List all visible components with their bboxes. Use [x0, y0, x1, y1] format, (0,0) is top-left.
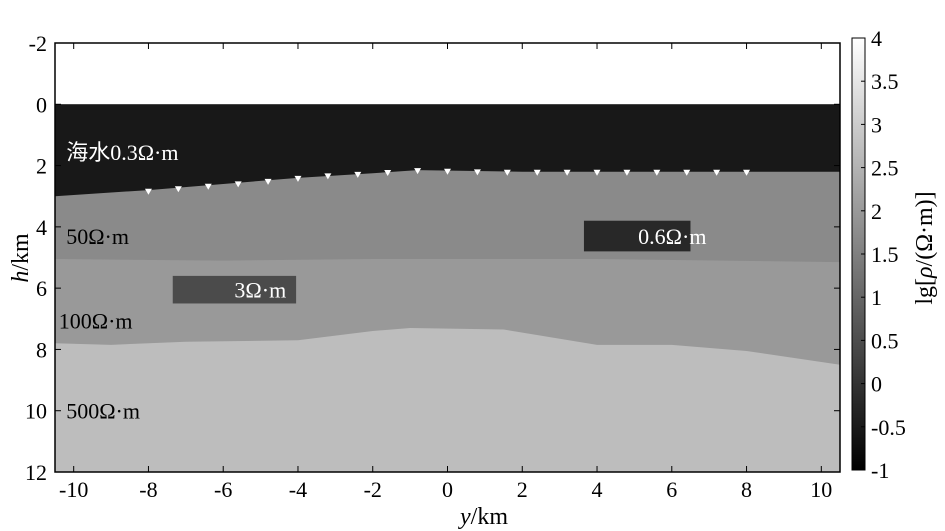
- x-axis-label: y/km: [458, 504, 508, 530]
- station-marker: [653, 169, 661, 176]
- colorbar-label-suffix: /(Ω·m)]: [912, 191, 938, 266]
- x-axis-unit: /km: [471, 504, 509, 530]
- region-label: 3Ω·m: [234, 278, 286, 303]
- x-tick-label: -6: [214, 477, 232, 502]
- station-marker: [414, 168, 422, 175]
- region-label: 海水0.3Ω·m: [66, 140, 178, 165]
- station-marker: [683, 169, 691, 176]
- x-axis-var: y: [458, 504, 471, 530]
- colorbar-tick-label: 0.5: [871, 328, 899, 353]
- station-marker: [623, 169, 631, 176]
- x-tick-label: 0: [442, 477, 453, 502]
- y-tick-label: 4: [36, 215, 47, 240]
- region-label: 0.6Ω·m: [638, 224, 706, 249]
- station-marker: [354, 171, 362, 178]
- anomaly-body-2: [583, 220, 691, 252]
- colorbar-tick-label: 0: [871, 372, 882, 397]
- colorbar-tick-label: 3: [871, 112, 882, 137]
- colorbar-label-var: ρ: [912, 266, 938, 279]
- station-marker: [294, 175, 302, 182]
- y-axis-label: h/km: [8, 233, 34, 283]
- y-tick-label: 0: [36, 92, 47, 117]
- x-tick-label: -4: [289, 477, 307, 502]
- station-marker: [384, 170, 392, 177]
- station-marker: [713, 169, 721, 176]
- x-tick-label: 2: [517, 477, 528, 502]
- y-axis-unit: /km: [8, 233, 34, 271]
- x-tick-label: 8: [741, 477, 752, 502]
- x-tick-label: -10: [59, 477, 88, 502]
- colorbar-tick-label: 2.5: [871, 156, 899, 181]
- y-tick-label: 12: [25, 460, 47, 485]
- colorbar: -1 -0.5 0 0.5 1 1.5 2 2.5 3 3.5 4: [851, 26, 906, 483]
- x-tick-label: -8: [139, 477, 157, 502]
- colorbar-tick-label: 1.5: [871, 242, 899, 267]
- colorbar-tick-label: -1: [871, 458, 889, 483]
- x-tick-label: 6: [666, 477, 677, 502]
- colorbar-tick-label: 1: [871, 285, 882, 310]
- y-axis: -2 0 2 4 6 8 10 12: [25, 31, 840, 485]
- plot-area: 海水0.3Ω·m 50Ω·m 100Ω·m 500Ω·m 3Ω·m 0.6Ω·m: [54, 42, 841, 473]
- station-marker: [444, 168, 451, 175]
- station-marker: [533, 169, 541, 176]
- colorbar-tick-label: 2: [871, 199, 882, 224]
- region-label: 100Ω·m: [59, 308, 133, 333]
- station-marker: [264, 178, 272, 185]
- y-tick-label: 2: [36, 154, 47, 179]
- station-marker: [144, 188, 152, 195]
- x-tick-label: 10: [810, 477, 832, 502]
- station-marker: [174, 186, 182, 193]
- x-tick-label: 4: [592, 477, 603, 502]
- anomaly-body-1: [172, 275, 297, 304]
- layer-500: [55, 327, 840, 472]
- y-tick-label: 10: [25, 399, 47, 424]
- station-marker: [593, 169, 601, 176]
- region-label: 500Ω·m: [66, 399, 140, 424]
- station-marker: [743, 169, 751, 176]
- y-tick-label: -2: [29, 31, 47, 56]
- station-marker: [234, 181, 242, 188]
- station-marker: [503, 169, 511, 176]
- colorbar-tick-label: 4: [871, 26, 882, 51]
- y-tick-label: 8: [36, 337, 47, 362]
- colorbar-label: lg[ρ/(Ω·m)]: [912, 191, 938, 304]
- region-label: 50Ω·m: [66, 224, 129, 249]
- station-marker: [204, 183, 212, 190]
- station-marker: [324, 173, 332, 180]
- colorbar-label-prefix: lg[: [912, 278, 938, 305]
- y-axis-var: h: [8, 271, 34, 283]
- station-marker: [473, 169, 481, 176]
- colorbar-tick-label: -0.5: [871, 415, 906, 440]
- layer-seawater: [55, 104, 840, 197]
- station-marker: [563, 169, 571, 176]
- x-tick-label: -2: [364, 477, 382, 502]
- colorbar-tick-label: 3.5: [871, 69, 899, 94]
- y-tick-label: 6: [36, 276, 47, 301]
- x-axis: -10 -8 -6 -4 -2 0 2 4 6 8 10: [59, 43, 832, 502]
